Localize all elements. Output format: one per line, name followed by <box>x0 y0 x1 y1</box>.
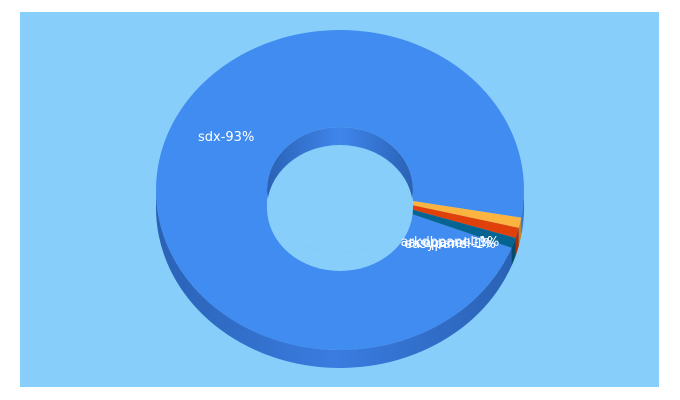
slice-acepanel <box>409 204 519 238</box>
slice-side-sdx <box>521 190 524 236</box>
slice-label-sdx: sdx-93% <box>198 130 254 145</box>
donut-top <box>155 30 524 351</box>
slice-label-acepanel: acepanel-1% <box>408 236 493 251</box>
slice-label-easypanel: easypanel-1% <box>404 237 496 252</box>
hole-opening <box>267 127 413 253</box>
slice-side-acepanel <box>515 227 519 256</box>
slice-arkdbpanel <box>410 200 522 228</box>
hole-inner-wall <box>267 127 413 208</box>
slice-labels: sdx-93% arkdbpanel-1%acepanel-1%easypanel… <box>198 130 499 252</box>
donut-hole <box>267 127 413 271</box>
slice-sdx <box>155 30 524 351</box>
slice-label-arkdbpanel: arkdbpanel-1% <box>401 235 500 250</box>
slice-side-easypanel <box>511 237 516 266</box>
slice-side-arkdbpanel <box>518 217 522 246</box>
hole-floor <box>267 190 413 271</box>
donut-side <box>156 190 524 368</box>
slice-easypanel <box>408 208 516 248</box>
